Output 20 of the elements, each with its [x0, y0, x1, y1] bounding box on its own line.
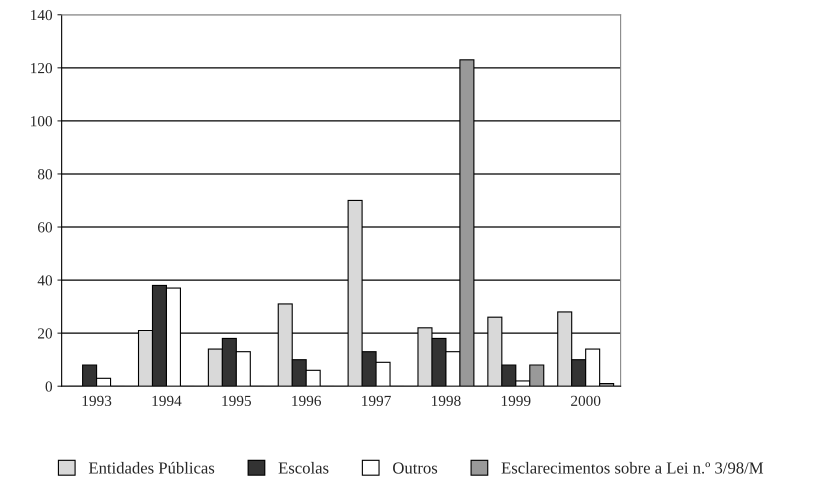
y-tick-label: 100 [31, 116, 52, 126]
legend-label: Outros [393, 462, 438, 474]
x-tick-label: 1995 [222, 396, 252, 406]
legend-label: Escolas [278, 462, 328, 474]
x-tick-label: 1999 [502, 396, 530, 406]
y-tick-label: 20 [38, 328, 52, 339]
y-tick-label: 80 [38, 169, 52, 180]
x-tick-label: 2000 [571, 396, 600, 406]
x-tick-label: 1997 [362, 396, 391, 406]
x-tick-label: 1996 [292, 396, 322, 406]
legend-label: Entidades Públicas [88, 462, 214, 474]
y-tick-label: 0 [46, 381, 52, 392]
x-tick-label: 1998 [432, 396, 461, 406]
y-tick-label: 60 [38, 222, 52, 232]
legend-label: Esclarecimentos sobre a Lei n.º 3/98/M [502, 462, 764, 474]
y-tick-label: 40 [38, 275, 52, 286]
y-tick-label: 140 [31, 10, 52, 20]
y-tick-label: 120 [31, 62, 52, 74]
x-tick-label: 1994 [152, 396, 182, 406]
x-tick-label: 1993 [82, 396, 112, 406]
